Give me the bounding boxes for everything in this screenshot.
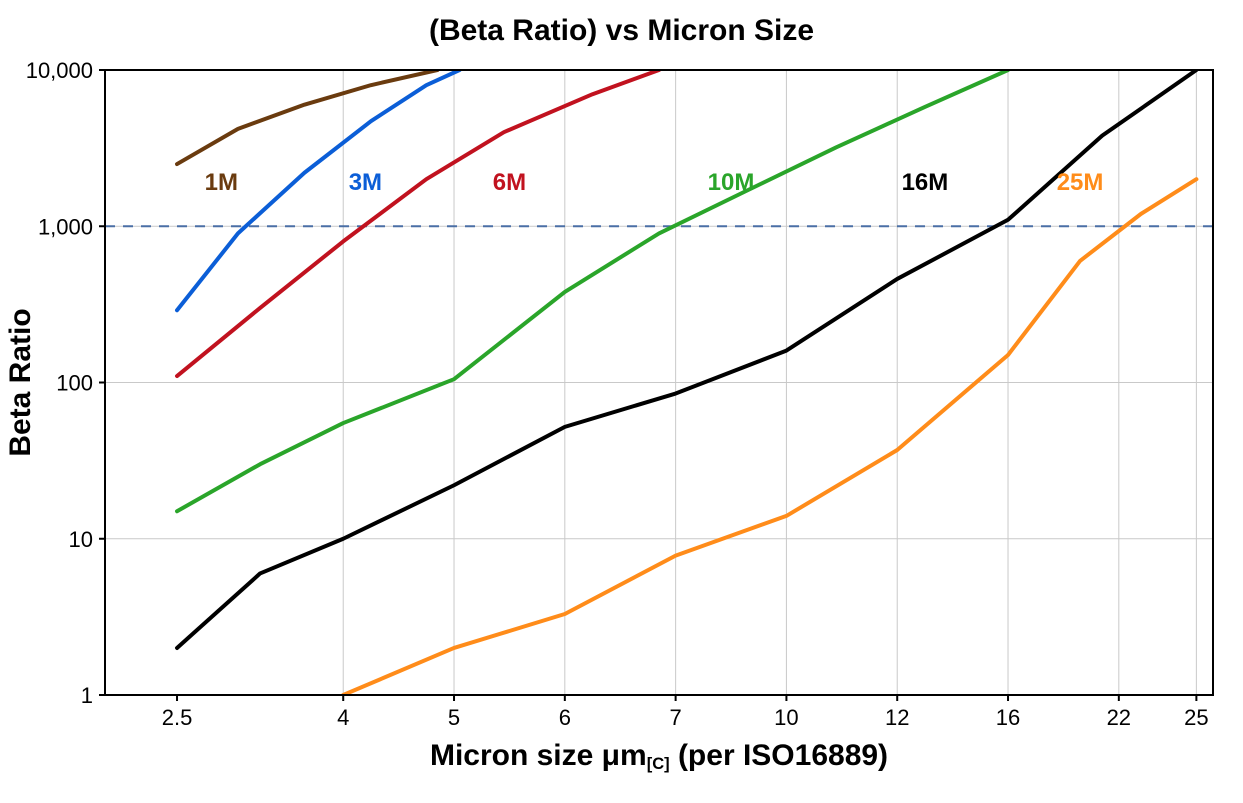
x-tick-label: 6 — [559, 705, 571, 730]
series-label-16M: 16M — [902, 169, 949, 196]
series-label-25M: 25M — [1057, 169, 1104, 196]
x-tick-label: 10 — [774, 705, 798, 730]
x-tick-label: 2.5 — [162, 705, 193, 730]
y-tick-label: 1,000 — [38, 214, 93, 239]
x-tick-label: 16 — [996, 705, 1020, 730]
series-label-3M: 3M — [349, 169, 382, 196]
y-tick-label: 10,000 — [26, 58, 93, 83]
series-label-1M: 1M — [205, 169, 238, 196]
chart-container: (Beta Ratio) vs Micron Size 1 10 100 1,000 10… — [0, 0, 1243, 803]
x-tick-label: 22 — [1107, 705, 1131, 730]
beta-ratio-chart: (Beta Ratio) vs Micron Size 1 10 100 1,000 10… — [0, 0, 1243, 803]
y-tick-label: 1 — [81, 683, 93, 708]
x-tick-label: 5 — [448, 705, 460, 730]
x-tick-label: 25 — [1184, 705, 1208, 730]
x-tick-label: 12 — [885, 705, 909, 730]
chart-title: (Beta Ratio) vs Micron Size — [429, 14, 814, 47]
series-label-10M: 10M — [708, 169, 755, 196]
y-tick-label: 100 — [56, 371, 93, 396]
y-tick-label: 10 — [69, 527, 93, 552]
x-tick-label: 7 — [669, 705, 681, 730]
y-axis-label: Beta Ratio — [4, 308, 37, 456]
series-label-6M: 6M — [493, 169, 526, 196]
x-tick-label: 4 — [337, 705, 349, 730]
